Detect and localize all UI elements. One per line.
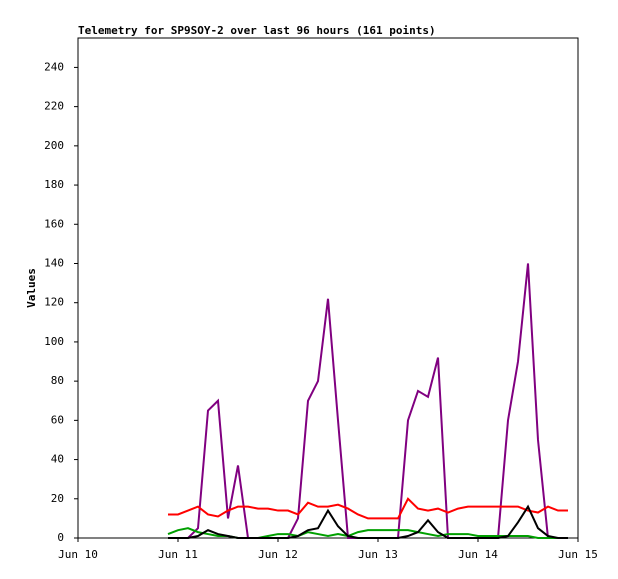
y-tick-label: 80 [51,374,64,387]
y-tick-label: 60 [51,413,64,426]
y-tick-label: 120 [44,296,64,309]
y-tick-label: 40 [51,453,64,466]
x-tick-label: Jun 12 [258,548,298,561]
x-tick-label: Jun 15 [558,548,598,561]
y-tick-label: 100 [44,335,64,348]
series-line [168,497,568,520]
x-tick-label: Jun 10 [58,548,98,561]
plot-frame [77,37,579,539]
y-tick-label: 200 [44,139,64,152]
x-tick-label: Jun 13 [358,548,398,561]
series-line [168,504,568,539]
y-tick-label: 0 [57,531,64,544]
y-tick-label: 240 [44,60,64,73]
x-tick-label: Jun 14 [458,548,498,561]
y-axis-label: Values [25,268,38,308]
y-tick-label: 220 [44,100,64,113]
y-tick-label: 180 [44,178,64,191]
y-tick-label: 20 [51,492,64,505]
x-tick-label: Jun 11 [158,548,198,561]
y-tick-label: 140 [44,256,64,269]
y-tick-label: 160 [44,217,64,230]
chart-title: Telemetry for SP9SOY-2 over last 96 hour… [78,24,436,37]
